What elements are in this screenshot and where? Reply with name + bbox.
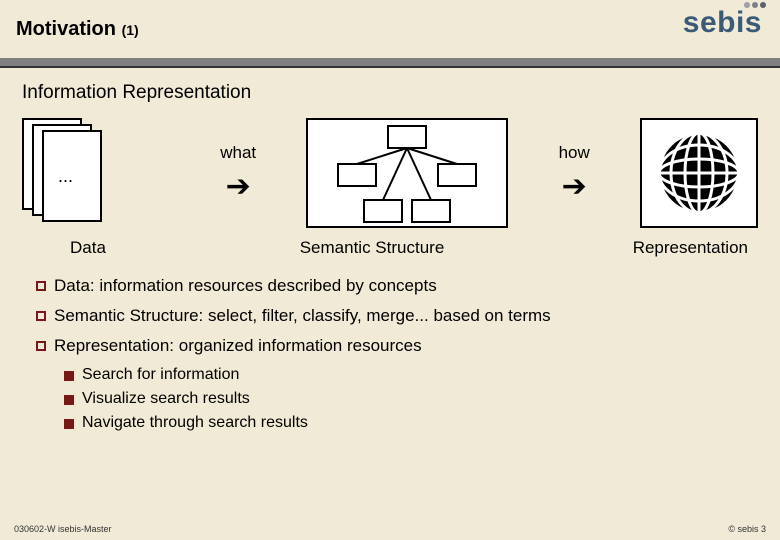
slide-header: Motivation (1) sebis — [0, 0, 780, 58]
bullet-fill-icon — [64, 371, 74, 381]
data-diagram: ... — [22, 118, 170, 228]
bullet-text: Data: information resources described by… — [54, 276, 437, 296]
arrow-icon: ➔ — [226, 169, 251, 204]
globe-diagram — [640, 118, 758, 228]
arrow-what: what ➔ — [220, 143, 256, 204]
globe-icon — [654, 128, 744, 218]
tree-diagram — [306, 118, 508, 228]
bullet-outline-icon — [36, 311, 46, 321]
bullet-l2: Visualize search results — [64, 390, 758, 408]
logo: sebis — [683, 6, 762, 40]
logo-dots — [744, 2, 766, 8]
bullet-l2: Navigate through search results — [64, 414, 758, 432]
title-main: Motivation — [16, 18, 116, 40]
caption-data: Data — [22, 238, 222, 258]
slide-title: Motivation (1) — [16, 18, 139, 41]
bullet-fill-icon — [64, 395, 74, 405]
bullet-outline-icon — [36, 281, 46, 291]
title-sub: (1) — [122, 22, 139, 38]
bullet-l1: Semantic Structure: select, filter, clas… — [36, 306, 758, 326]
arrow-how: how ➔ — [559, 143, 590, 204]
arrow-what-label: what — [220, 143, 256, 163]
footer-left: 030602-W isebis-Master — [14, 524, 112, 534]
arrow-icon: ➔ — [562, 169, 587, 204]
bullet-l2: Search for information — [64, 366, 758, 384]
bullet-text: Search for information — [82, 366, 239, 384]
arrow-how-label: how — [559, 143, 590, 163]
bullet-fill-icon — [64, 419, 74, 429]
content: Information Representation ... what ➔ — [0, 68, 780, 432]
caption-semantic: Semantic Structure — [222, 238, 522, 258]
logo-text: sebis — [683, 6, 762, 39]
bullet-text: Semantic Structure: select, filter, clas… — [54, 306, 551, 326]
footer-right: © sebis 3 — [728, 524, 766, 534]
bullet-text: Navigate through search results — [82, 414, 308, 432]
caption-representation: Representation — [522, 238, 758, 258]
section-title: Information Representation — [22, 82, 758, 104]
footer: 030602-W isebis-Master © sebis 3 — [0, 524, 780, 534]
data-ellipsis: ... — [58, 166, 73, 187]
bullet-text: Representation: organized information re… — [54, 336, 422, 356]
bullets: Data: information resources described by… — [22, 276, 758, 432]
bullet-l1: Data: information resources described by… — [36, 276, 758, 296]
bullet-outline-icon — [36, 341, 46, 351]
header-bar — [0, 58, 780, 66]
bullet-text: Visualize search results — [82, 390, 250, 408]
bullet-l1: Representation: organized information re… — [36, 336, 758, 356]
captions-row: Data Semantic Structure Representation — [22, 238, 758, 258]
diagram-row: ... what ➔ how ➔ — [22, 118, 758, 228]
